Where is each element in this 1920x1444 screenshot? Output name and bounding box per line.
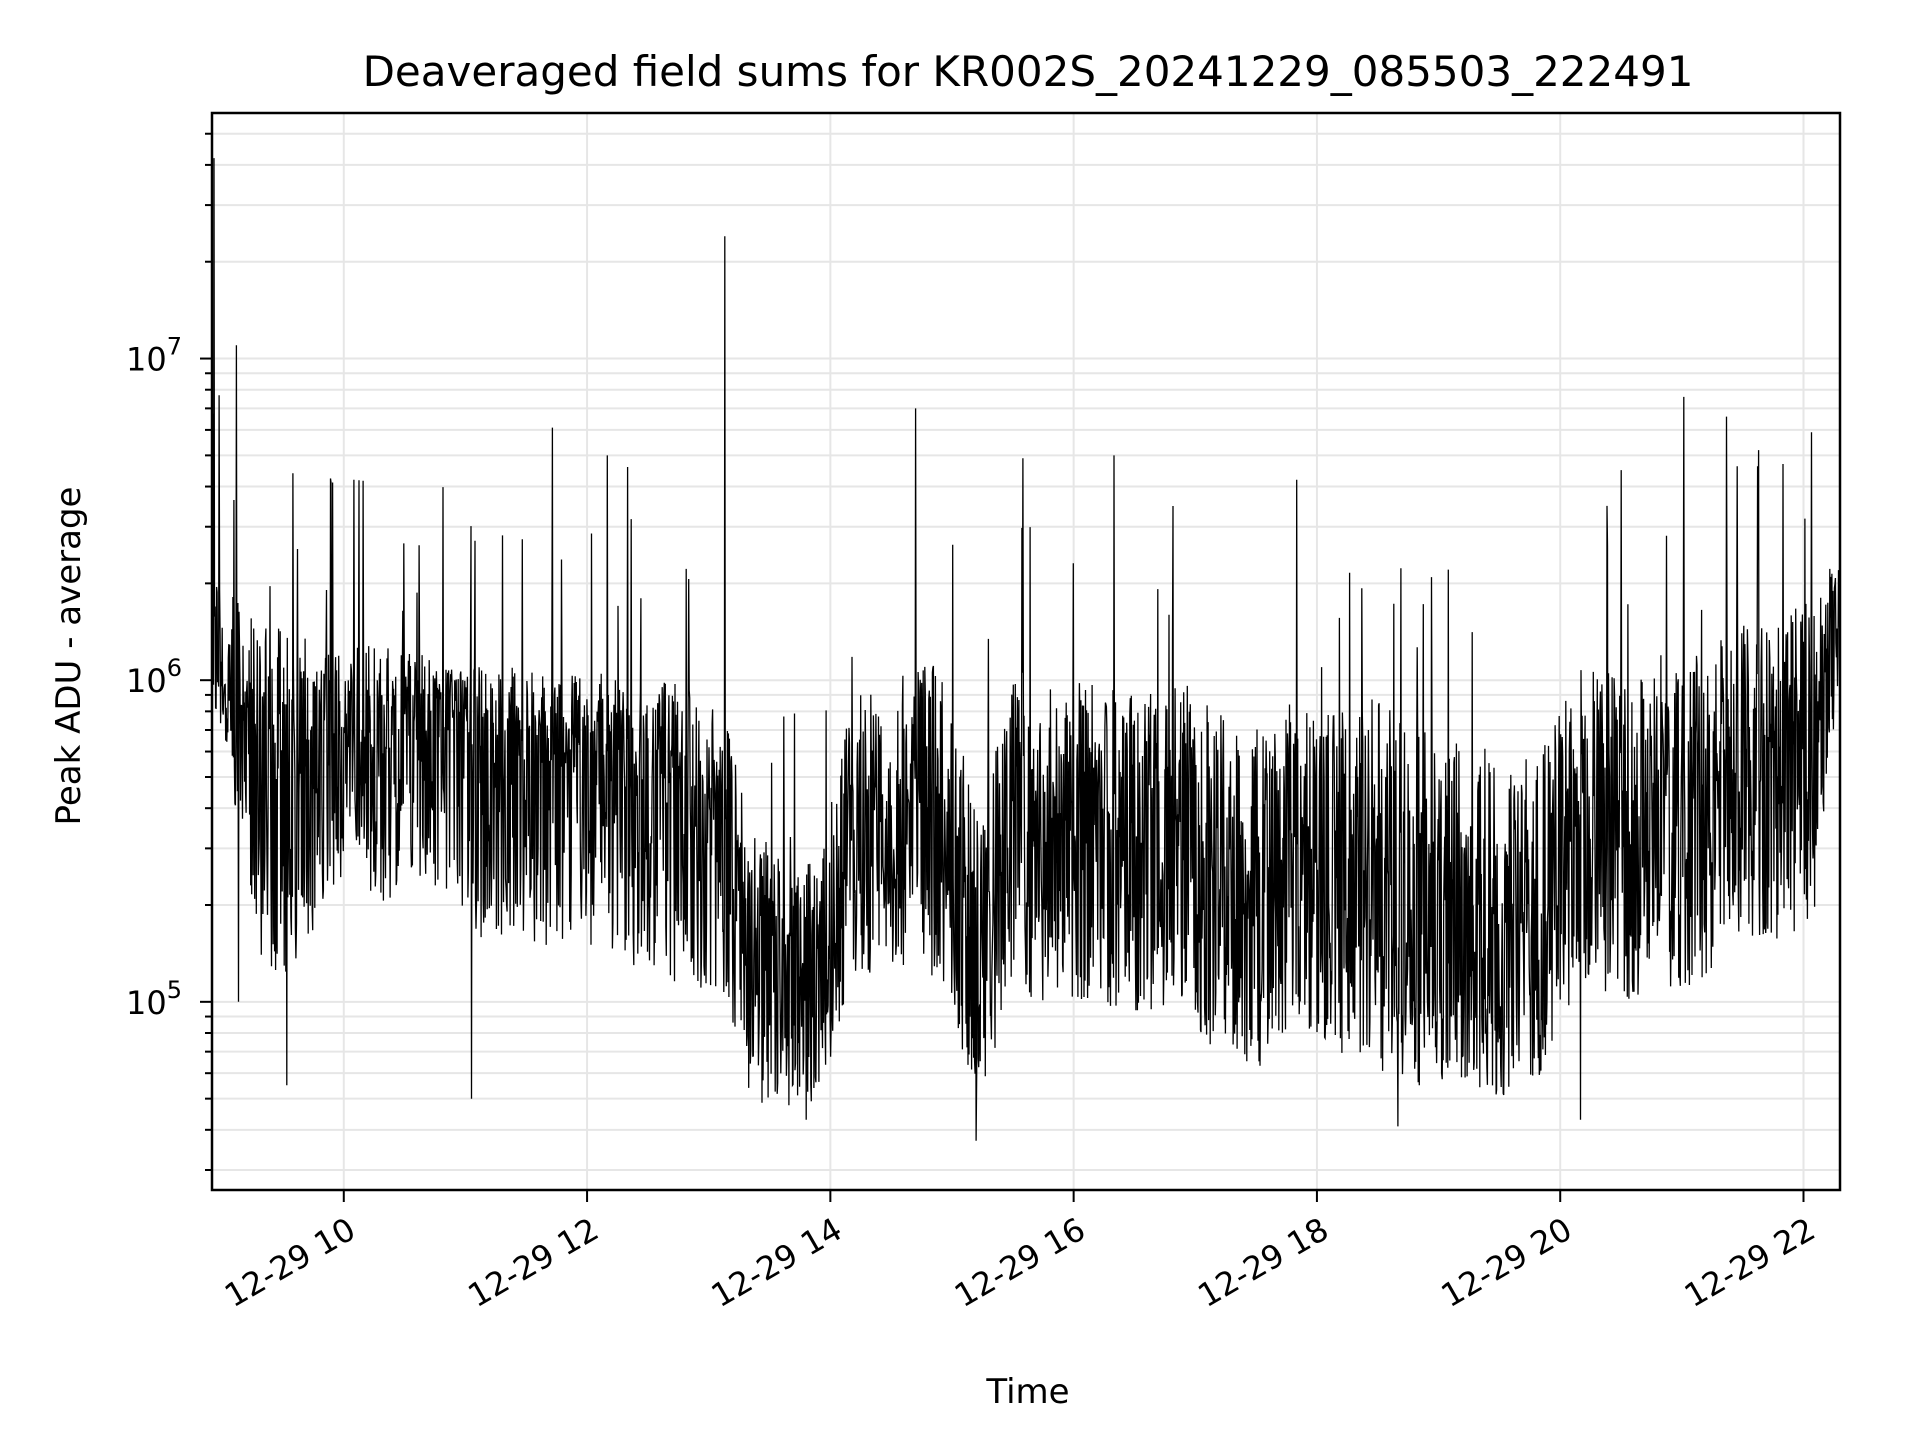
series-path [211, 158, 1841, 1141]
y-tick-label: 106 [126, 654, 182, 700]
y-tick-base: 10 [126, 662, 167, 700]
y-tick-exponent: 5 [167, 976, 182, 1004]
y-tick-exponent: 6 [167, 654, 182, 682]
y-tick-base: 10 [126, 984, 167, 1022]
y-tick-base: 10 [126, 341, 167, 379]
y-axis-label: Peak ADU - average [49, 487, 89, 826]
series-line [211, 158, 1841, 1141]
y-tick-label: 107 [126, 333, 182, 379]
chart-title: Deaveraged field sums for KR002S_2024122… [363, 47, 1694, 96]
y-tick-label: 105 [126, 976, 182, 1022]
y-tick-exponent: 7 [167, 333, 182, 361]
x-axis-label: Time [985, 1372, 1069, 1412]
plot-frame [210, 111, 1842, 1192]
